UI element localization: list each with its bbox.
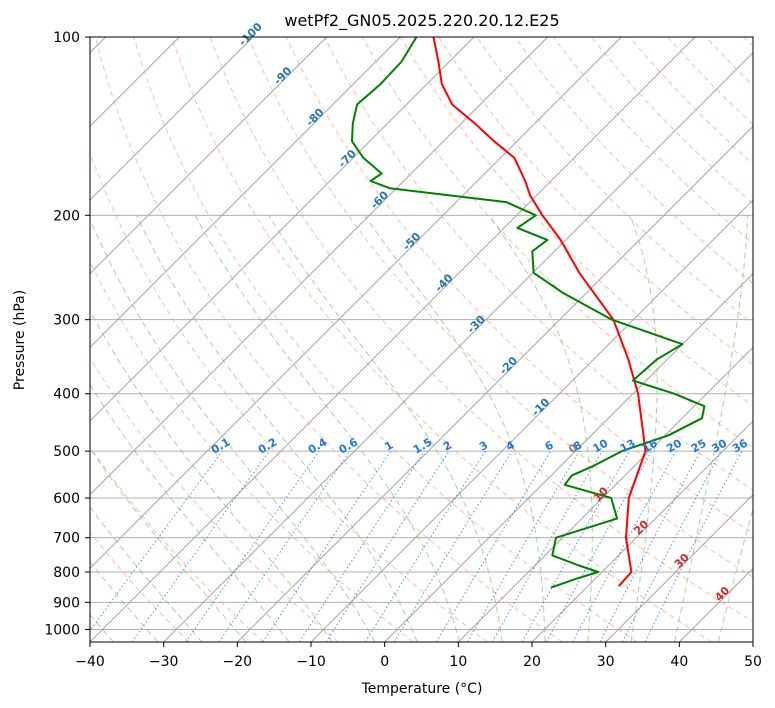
isotherm-line <box>605 494 753 642</box>
x-tick-label: 50 <box>744 654 762 670</box>
moist-adiabat-line <box>136 215 418 642</box>
plot-frame <box>89 36 754 643</box>
y-tick-label: 800 <box>53 565 80 581</box>
dry-adiabat-line <box>400 37 753 407</box>
y-axis: 1000 900 800 700 600 500 400 300 200 100 <box>44 30 90 638</box>
y-tick-label: 300 <box>53 313 80 329</box>
isotherm-line <box>237 125 753 642</box>
x-tick-label: −30 <box>149 654 179 670</box>
mixing-ratio-line <box>572 450 677 642</box>
isotherm-line <box>752 641 753 642</box>
dry-adiabat-line <box>90 151 488 642</box>
y-tick-label: 700 <box>53 531 80 547</box>
mixing-ratio-line <box>298 450 425 642</box>
dewpoint-profile-line <box>351 37 706 589</box>
isotherm-line <box>90 37 548 496</box>
mixing-ratio-line <box>545 450 653 642</box>
x-tick-label: −20 <box>223 654 253 670</box>
dry-adiabat-line <box>247 37 753 578</box>
temperature-profile-line <box>432 37 647 587</box>
mixing-ratio-line <box>521 450 630 642</box>
moist-adiabat-line <box>364 215 546 642</box>
mixing-ratio-line <box>90 450 223 632</box>
x-tick-label: 20 <box>523 654 541 670</box>
y-tick-label: 500 <box>53 444 80 460</box>
sounding-profiles <box>351 37 706 589</box>
moist-adiabat-line <box>90 218 376 642</box>
moist-adiabat-line <box>194 215 461 642</box>
x-tick-label: 0 <box>380 654 389 670</box>
dry-adiabat-line <box>90 356 339 642</box>
x-axis-title: Temperature (°C) <box>361 681 483 697</box>
dry-adiabat-line <box>133 37 638 642</box>
moist-adiabat-line <box>629 215 658 642</box>
dry-adiabat-line <box>90 531 190 642</box>
mixing-ratio-line <box>218 450 351 642</box>
moist-adiabat-line <box>90 506 203 642</box>
dry-adiabat-line <box>514 37 753 285</box>
y-tick-label: 100 <box>53 30 80 46</box>
isotherm-line <box>90 37 622 569</box>
isotherm-line <box>90 37 696 642</box>
x-tick-label: −10 <box>296 654 326 670</box>
dry-adiabat-line <box>90 260 414 642</box>
y-tick-label: 200 <box>53 208 80 224</box>
mixing-ratio-line <box>393 450 513 642</box>
dry-adiabat-line <box>171 37 712 642</box>
x-tick-label: 40 <box>670 654 688 670</box>
y-tick-label: 400 <box>53 387 80 403</box>
isotherm-line <box>90 37 401 348</box>
dry-adiabat-line <box>362 37 753 449</box>
dry-adiabat-line <box>209 37 753 623</box>
moist-adiabat-line <box>90 447 247 642</box>
chart-title: wetPf2_GN05.2025.220.20.12.E25 <box>284 11 559 31</box>
mixing-ratio-line <box>185 450 320 642</box>
mixing-ratio-line <box>131 450 270 642</box>
mixing-ratio-line <box>262 450 392 642</box>
y-tick-label: 1000 <box>44 622 80 638</box>
isotherm-line <box>163 52 753 642</box>
dry-adiabat-line <box>90 445 264 642</box>
x-tick-label: 30 <box>597 654 615 670</box>
y-tick-label: 900 <box>53 595 80 611</box>
plot-background <box>90 37 753 642</box>
moist-adiabat-line <box>268 215 503 642</box>
isotherm-line <box>384 273 753 642</box>
dry-adiabat-line <box>95 37 563 642</box>
isotherm-line <box>90 37 254 201</box>
isotherm-line <box>458 346 753 642</box>
x-tick-label: −40 <box>75 654 105 670</box>
isotherm-line <box>90 37 327 275</box>
background-lines <box>90 37 753 642</box>
moist-adiabat-line <box>674 215 749 642</box>
isotherm-line <box>531 420 753 642</box>
moist-adiabat-line <box>488 215 593 642</box>
x-axis: −40 −30 −20 −10 0 10 20 30 40 50 <box>75 642 762 670</box>
y-axis-title: Pressure (hPa) <box>12 290 28 390</box>
x-tick-label: 10 <box>449 654 467 670</box>
isotherm-line <box>90 37 475 422</box>
mixing-ratio-line <box>644 450 743 642</box>
moist-adiabat-line <box>90 309 333 642</box>
mixing-ratio-line <box>325 450 450 642</box>
moist-adiabat-line <box>90 383 290 642</box>
y-tick-label: 600 <box>53 491 80 507</box>
